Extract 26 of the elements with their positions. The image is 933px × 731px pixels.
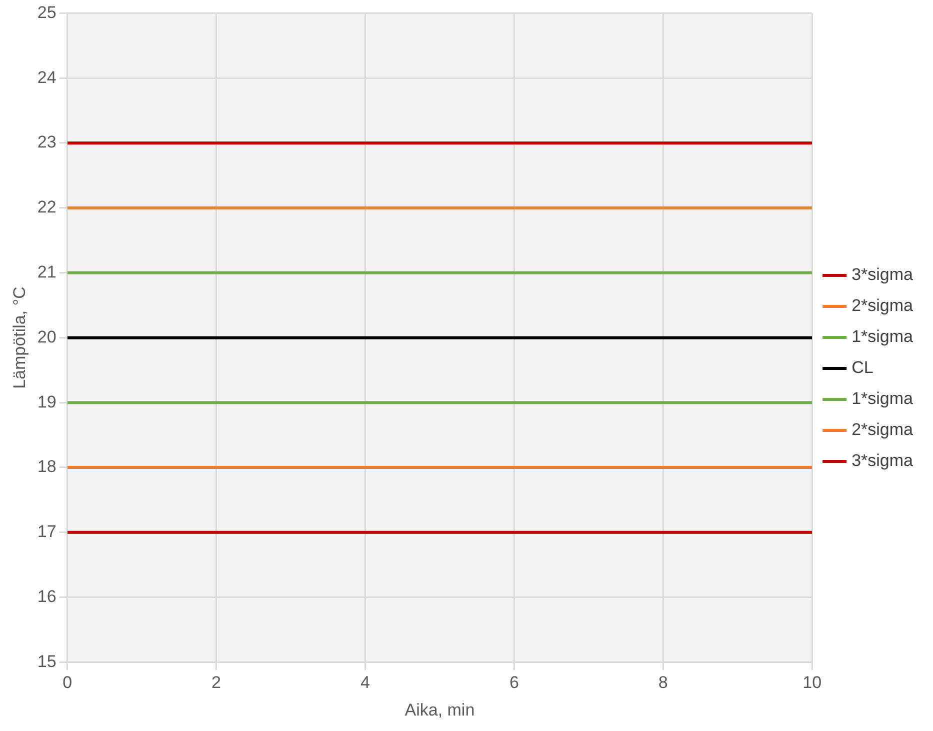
legend-label: 2*sigma bbox=[852, 296, 914, 316]
x-tick-label: 6 bbox=[509, 673, 519, 692]
y-tick-label: 17 bbox=[37, 522, 56, 542]
y-tick-label: 19 bbox=[37, 392, 56, 412]
x-tick-label: 0 bbox=[62, 673, 72, 692]
y-tick-label: 18 bbox=[37, 457, 56, 476]
x-tick-label: 10 bbox=[802, 673, 822, 692]
legend-label: 1*sigma bbox=[852, 327, 914, 346]
x-tick-label: 8 bbox=[658, 673, 668, 692]
y-tick-label: 22 bbox=[37, 198, 56, 217]
y-axis-title: Lämpötila, °C bbox=[10, 286, 29, 389]
x-axis-title: Aika, min bbox=[404, 700, 475, 720]
y-tick-label: 16 bbox=[37, 586, 56, 606]
y-tick-label: 21 bbox=[37, 262, 56, 282]
legend-label: 2*sigma bbox=[852, 420, 914, 440]
x-tick-label: 2 bbox=[212, 673, 221, 692]
legend-label: CL bbox=[852, 358, 874, 378]
x-tick-label: 4 bbox=[360, 673, 370, 692]
y-tick-label: 25 bbox=[37, 2, 56, 22]
y-tick-label: 20 bbox=[37, 327, 56, 346]
y-tick-label: 24 bbox=[37, 68, 56, 87]
legend-label: 3*sigma bbox=[852, 451, 914, 470]
y-tick-label: 23 bbox=[37, 132, 56, 152]
legend-label: 1*sigma bbox=[852, 389, 914, 408]
legend-label: 3*sigma bbox=[852, 265, 914, 284]
y-tick-label: 15 bbox=[37, 652, 56, 671]
